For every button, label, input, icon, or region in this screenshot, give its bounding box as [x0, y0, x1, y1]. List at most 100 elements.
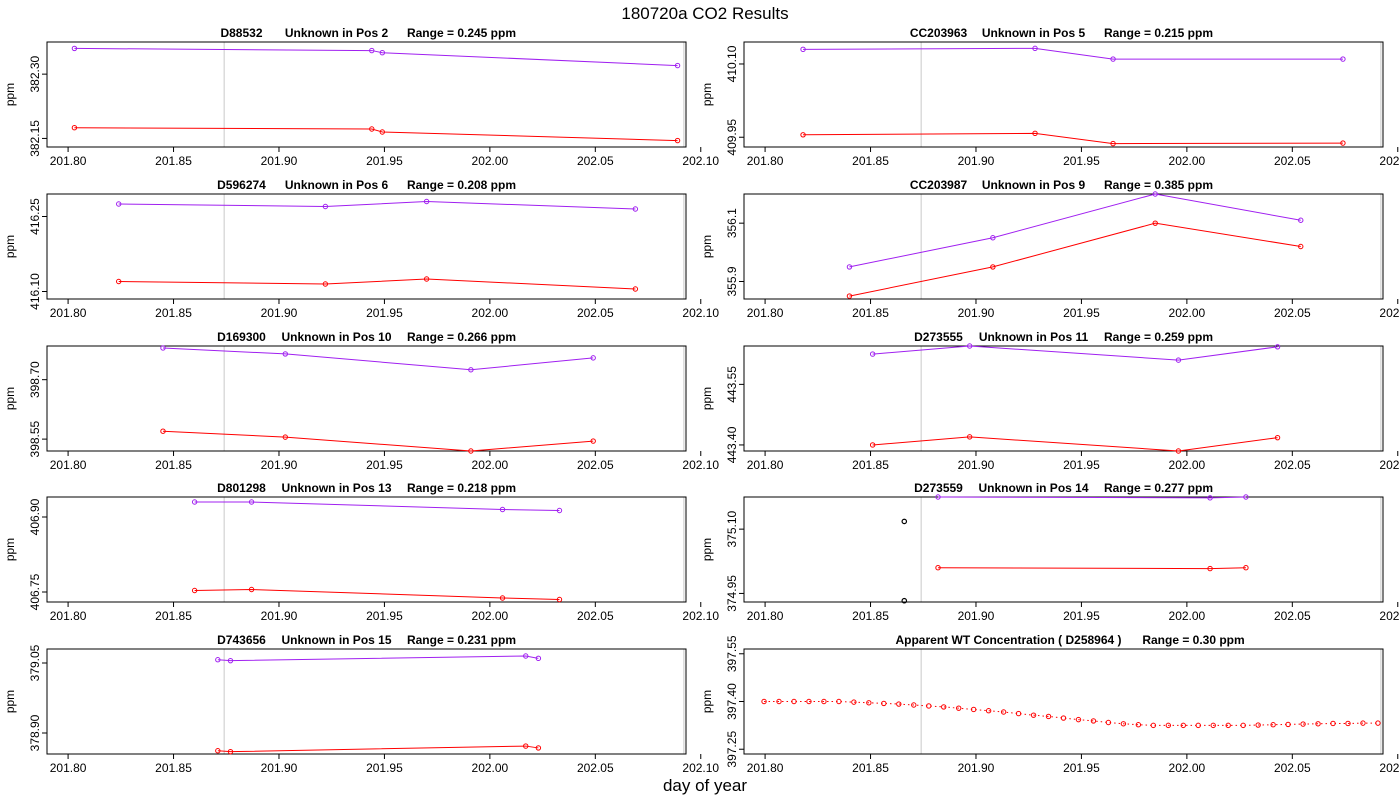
data-point-upper — [1340, 56, 1346, 62]
data-point-upper — [990, 235, 996, 241]
x-tick-label: 202.10 — [682, 458, 719, 472]
data-point-wt — [806, 698, 812, 705]
panel-title-label: Unknown in Pos 2 — [285, 26, 389, 40]
data-point-upper — [632, 206, 639, 212]
x-tick-label: 202.05 — [1274, 154, 1311, 168]
y-tick-label: 355.9 — [725, 266, 739, 296]
y-tick-label: 416.10 — [28, 273, 42, 310]
data-point-lower — [160, 428, 166, 434]
data-point-upper — [1243, 494, 1249, 500]
x-tick-label: 201.90 — [958, 458, 995, 472]
x-tick-label: 202.00 — [1169, 458, 1206, 472]
y-axis-label: ppm — [3, 690, 17, 713]
data-point-upper — [674, 62, 681, 69]
data-point-upper — [1175, 357, 1182, 363]
data-point-lower — [1032, 130, 1038, 137]
data-point-lower — [379, 129, 386, 135]
data-point-wt — [1210, 722, 1216, 729]
data-point-wt — [1195, 722, 1201, 729]
data-point-lower — [191, 587, 198, 594]
y-tick-label: 398.55 — [28, 420, 42, 457]
data-point-upper — [1110, 56, 1116, 62]
data-point-wt — [1120, 721, 1127, 727]
panel-title-range: Range = 0.231 ppm — [407, 633, 516, 647]
plot-frame — [743, 496, 1384, 603]
panel-title-id: Apparent WT Concentration ( D258964 ) — [895, 633, 1121, 647]
panel-title-label: Unknown in Pos 15 — [281, 633, 391, 647]
x-tick-label: 201.85 — [155, 306, 192, 320]
chart-panel-D273555: D273555 Unknown in Pos 11 Range = 0.259 pp… — [700, 330, 1400, 472]
y-axis-label: ppm — [3, 387, 17, 410]
y-axis-label: ppm — [700, 83, 714, 106]
y-axis-label: ppm — [700, 387, 714, 410]
data-point-wt — [1225, 722, 1231, 729]
chart-panels: D88532 Unknown in Pos 2 Range = 0.245 ppm 2… — [3, 26, 1400, 775]
data-point-upper — [1032, 45, 1038, 52]
panel-title-id: D273559 — [914, 481, 963, 495]
data-point-lower — [990, 264, 996, 270]
data-point-wt — [955, 705, 962, 711]
x-tick-label: 201.85 — [155, 458, 192, 472]
data-point-upper — [1152, 191, 1158, 197]
data-point-upper — [322, 203, 329, 210]
panel-title-id: D743656 — [217, 633, 266, 647]
data-point-lower — [523, 743, 529, 749]
series-line-upper — [938, 496, 1246, 499]
x-tick-label: 202.10 — [1379, 306, 1400, 320]
series-line-lower — [194, 588, 560, 600]
plot-frame — [46, 496, 687, 603]
x-tick-label: 201.90 — [958, 306, 995, 320]
x-tick-label: 201.80 — [747, 458, 784, 472]
y-tick-label: 382.15 — [28, 120, 42, 157]
panel-title-range: Range = 0.385 ppm — [1104, 178, 1213, 192]
x-tick-label: 202.00 — [1169, 306, 1206, 320]
data-point-wt — [1240, 722, 1246, 729]
y-tick-label: 416.25 — [28, 198, 42, 235]
data-point-wt — [1075, 716, 1082, 723]
data-point-lower — [590, 438, 596, 444]
data-point-upper — [869, 351, 876, 357]
y-tick-label: 397.40 — [725, 683, 739, 720]
x-tick-label: 202.10 — [682, 609, 719, 623]
series-line-upper — [118, 200, 636, 210]
data-point-upper — [1207, 495, 1213, 501]
data-point-wt — [1360, 720, 1366, 726]
data-point-upper — [227, 657, 234, 664]
data-point-upper — [966, 343, 973, 349]
y-axis-label: ppm — [700, 538, 714, 561]
x-tick-label: 201.95 — [1063, 458, 1100, 472]
data-point-wt — [1150, 722, 1157, 729]
chart-panel-D169300: D169300 Unknown in Pos 10 Range = 0.266 pp… — [3, 330, 719, 472]
y-axis-label: ppm — [3, 235, 17, 258]
x-tick-label: 202.00 — [472, 154, 509, 168]
series-line-upper — [194, 501, 560, 511]
x-tick-label: 202.10 — [1379, 458, 1400, 472]
data-point-lower — [227, 748, 234, 755]
data-point-wt — [1255, 722, 1261, 728]
x-tick-label: 201.80 — [50, 306, 87, 320]
x-tick-label: 202.00 — [472, 761, 509, 775]
panel-title-label: Unknown in Pos 6 — [285, 178, 389, 192]
data-point-upper — [423, 198, 430, 205]
x-tick-label: 202.05 — [1274, 458, 1311, 472]
x-tick-label: 202.10 — [1379, 761, 1400, 775]
x-tick-label: 201.90 — [261, 306, 298, 320]
x-tick-label: 201.85 — [852, 761, 889, 775]
data-point-wt — [821, 698, 827, 705]
data-point-lower — [369, 126, 375, 132]
series-line-lower — [74, 127, 678, 142]
panel-title-label: Unknown in Pos 13 — [281, 481, 391, 495]
x-tick-label: 201.80 — [50, 154, 87, 168]
data-point-upper — [499, 506, 506, 513]
data-point-upper — [191, 499, 198, 505]
data-point-upper — [379, 50, 386, 56]
series-line-lower — [217, 745, 539, 753]
data-point-upper — [71, 45, 78, 52]
series-line-lower — [803, 132, 1343, 145]
data-point-upper — [282, 351, 289, 357]
x-tick-label: 201.85 — [155, 761, 192, 775]
y-tick-label: 409.95 — [725, 119, 739, 156]
x-tick-label: 201.90 — [261, 154, 298, 168]
panel-title-range: Range = 0.30 ppm — [1142, 633, 1244, 647]
x-tick-label: 201.80 — [50, 609, 87, 623]
